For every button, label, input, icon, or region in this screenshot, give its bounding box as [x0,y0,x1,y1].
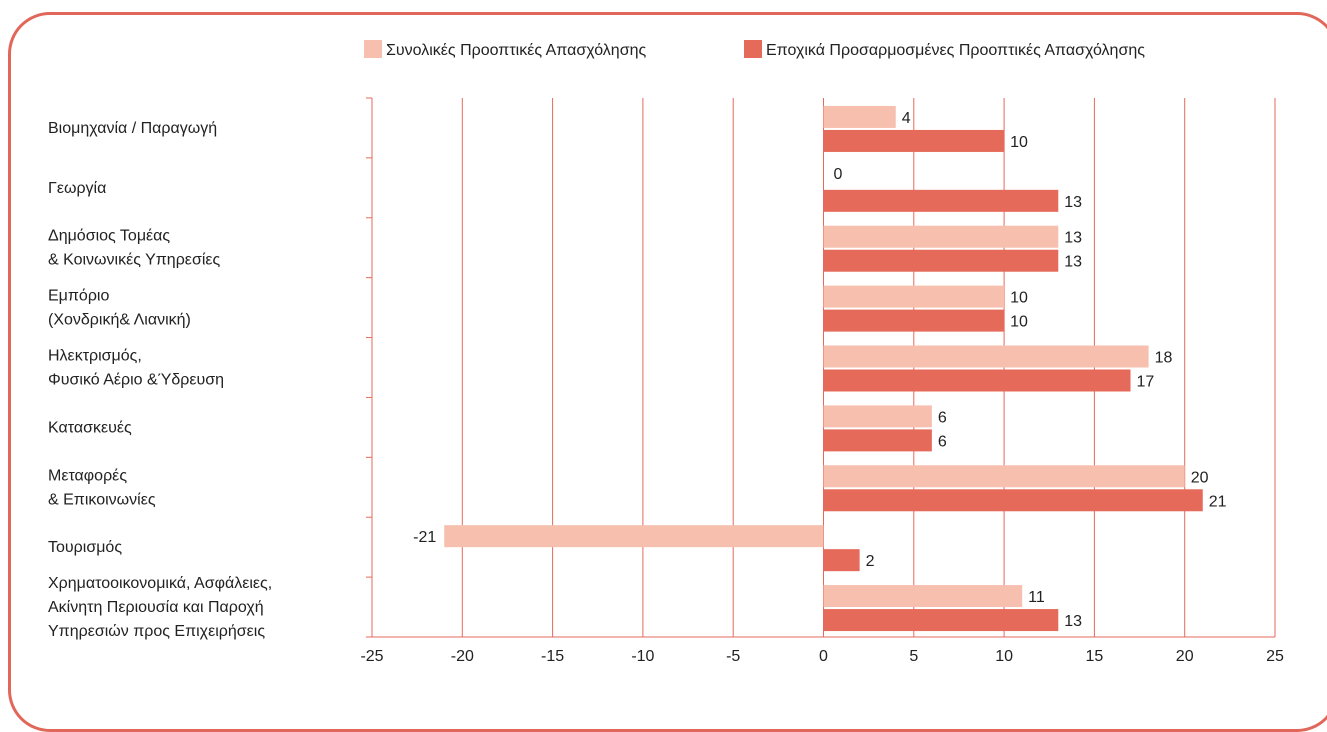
x-tick-label: -10 [631,648,654,665]
data-label: 11 [1028,589,1045,606]
bar-chart: -25 -20 -15 -10 -5 0 5 10 15 20 25 4 0 13 10 18 6 20 -21 11… [48,40,1284,665]
bar [823,285,1005,308]
data-label: 13 [1064,230,1082,247]
category-label-line: Βιομηχανία / Παραγωγή [48,120,217,137]
category-label: Μεταφορές & Επικοινωνίες [48,467,156,508]
bar [444,525,824,548]
data-label: 10 [1010,290,1028,307]
x-tick-label: 5 [909,648,918,665]
category-label-line: Φυσικό Αέριο &Ύδρευση [48,372,224,389]
category-label-line: Γεωργία [48,180,106,197]
category-label: Βιομηχανία / Παραγωγή [48,120,217,137]
data-label: 13 [1064,194,1082,211]
x-tick-label: -25 [360,648,383,665]
data-label: 4 [902,110,911,127]
category-label-line: Χρηματοοικονομικά, Ασφάλειες, [48,575,272,592]
category-label-line: (Χονδρική& Λιανική) [48,312,191,329]
category-label-line: Υπηρεσιών προς Επιχειρήσεις [48,623,265,640]
category-label-line: Δημόσιος Τομέας [48,228,170,245]
data-label: 2 [866,553,875,570]
category-label: Τουρισμός [48,539,122,556]
data-label: 17 [1137,374,1155,391]
category-label-line: Μεταφορές [48,467,127,484]
x-tick-label: 25 [1266,648,1284,665]
category-label: Ηλεκτρισμός, Φυσικό Αέριο &Ύδρευση [48,348,224,389]
bar [823,249,1059,272]
x-tick-label: -20 [451,648,474,665]
category-label-line: Κατασκευές [48,419,132,436]
x-tick-label: 20 [1176,648,1194,665]
data-label: 18 [1155,350,1173,367]
data-label: 10 [1010,134,1028,151]
category-label: Χρηματοοικονομικά, Ασφάλειες, Ακίνητη Περ… [48,575,272,640]
data-label: 6 [938,433,947,450]
bar [823,225,1059,248]
data-label: 20 [1191,469,1209,486]
data-label: 13 [1064,613,1082,630]
bar [823,345,1149,368]
legend-label: Εποχικά Προσαρμοσμένες Προοπτικές Απασχό… [766,42,1145,59]
bar [823,489,1203,512]
category-label-line: & Επικοινωνίες [48,491,156,508]
x-tick-label: 0 [819,648,828,665]
bar [823,105,896,128]
x-tick-label: 15 [1086,648,1104,665]
bar [823,189,1059,212]
x-tick-label: -15 [541,648,564,665]
bar [823,429,932,452]
category-label: Δημόσιος Τομέας & Κοινωνικές Υπηρεσίες [48,228,221,269]
category-label-line: Ακίνητη Περιουσία και Παροχή [48,599,264,616]
category-label-line: Ηλεκτρισμός, [48,348,142,365]
bar [823,585,1023,608]
legend-swatch [364,40,382,58]
bar [823,549,860,572]
data-label: 0 [834,166,843,183]
data-label: 10 [1010,314,1028,331]
legend-label: Συνολικές Προοπτικές Απασχόλησης [386,42,646,59]
category-label-line: & Κοινωνικές Υπηρεσίες [48,252,221,269]
category-label: Κατασκευές [48,419,132,436]
x-tick-label: 10 [995,648,1013,665]
data-label: 6 [938,409,947,426]
bar [823,609,1059,632]
category-label: Εμπόριο (Χονδρική& Λιανική) [48,288,191,329]
bar [823,309,1005,332]
category-label-line: Τουρισμός [48,539,122,556]
bar [823,129,1005,152]
data-label: 21 [1209,493,1227,510]
category-label: Γεωργία [48,180,106,197]
data-label: -21 [413,529,436,546]
bar [823,465,1185,488]
category-label-line: Εμπόριο [48,288,109,305]
bar [823,369,1131,392]
data-label: 13 [1064,254,1082,271]
bar [823,405,932,428]
legend-swatch [744,40,762,58]
x-tick-label: -5 [726,648,740,665]
